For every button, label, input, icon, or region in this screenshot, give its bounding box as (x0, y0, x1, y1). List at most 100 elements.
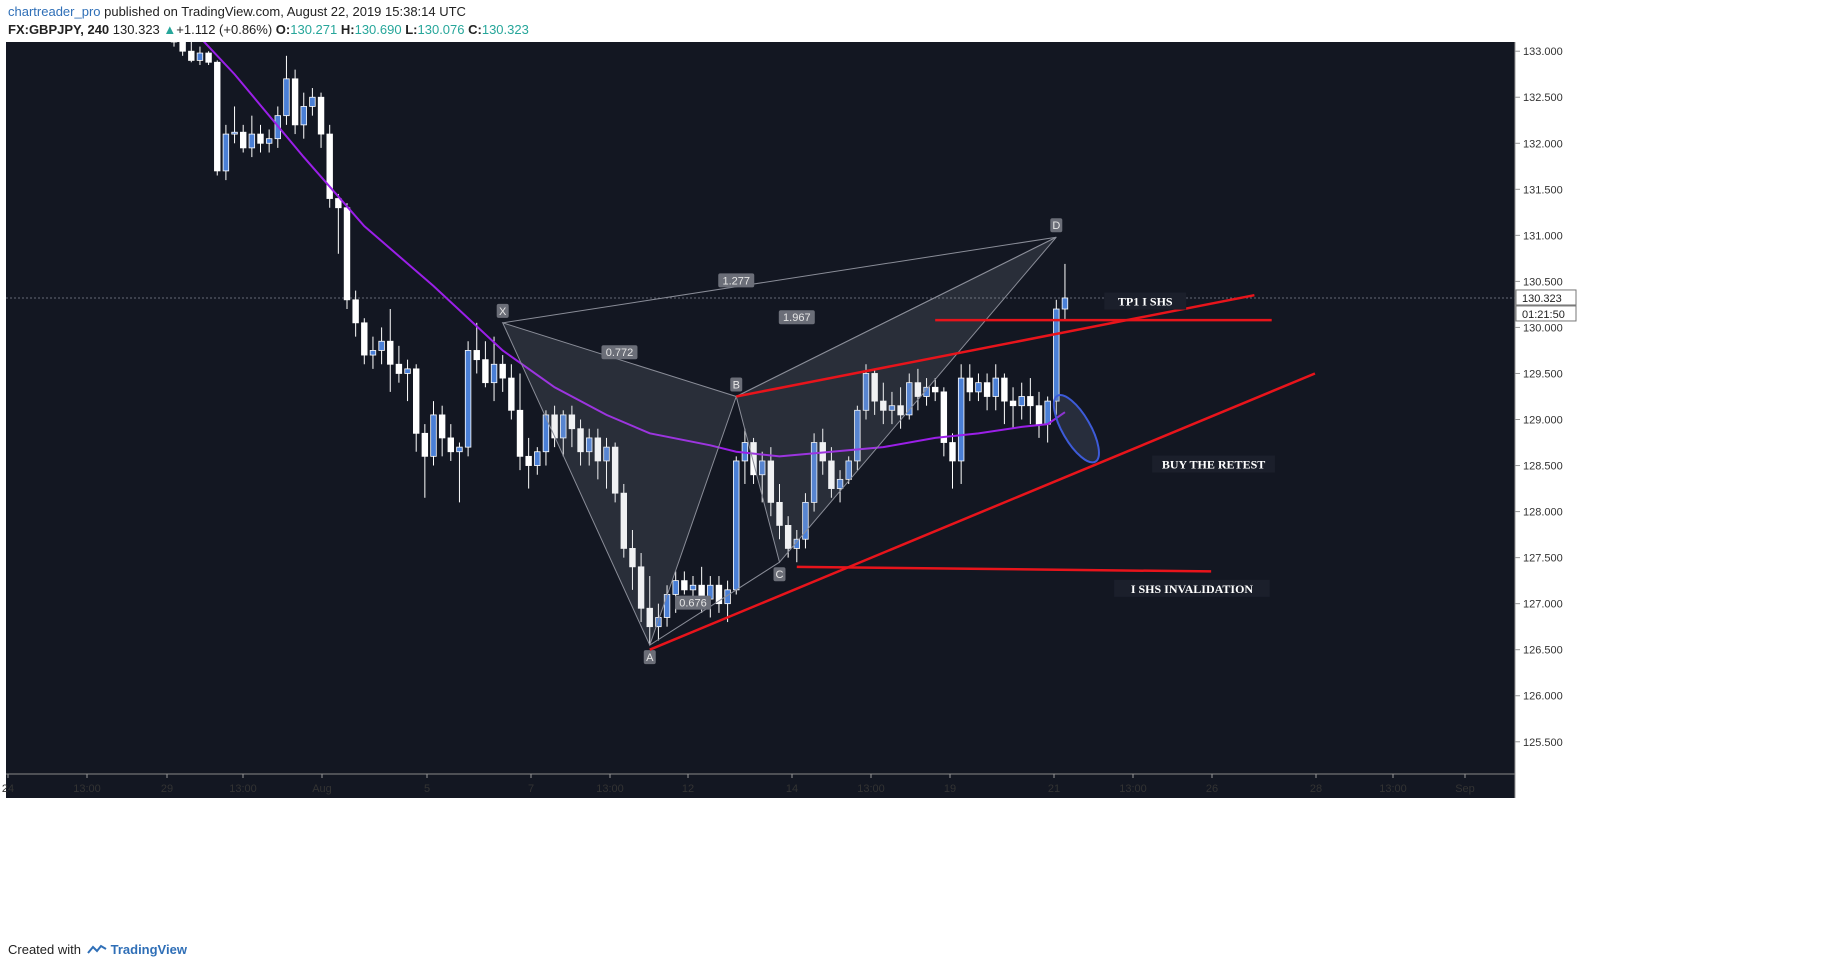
x-tick-label: 13:00 (1119, 783, 1147, 795)
candle (715, 576, 723, 613)
trendline (736, 293, 1255, 398)
candle-body (906, 382, 913, 416)
annotation: TP1 I SHS (1104, 292, 1187, 310)
candle (906, 373, 913, 420)
candle-body (222, 133, 230, 172)
x-tick-label: 5 (424, 783, 430, 795)
candle-body (611, 446, 619, 494)
trendline (796, 565, 1212, 573)
candle-body (205, 52, 212, 63)
ratio-label-bg (675, 595, 711, 610)
candle-body (516, 409, 524, 457)
pattern-point-c: C (773, 567, 786, 582)
countdown-label-bg (1515, 305, 1577, 322)
candle (534, 447, 541, 475)
candle-body (525, 455, 532, 466)
candle (776, 483, 783, 540)
chart-frame[interactable]: 133.000 132.500 132.000 131.500 131.000 130.5… (0, 42, 1828, 932)
candle-body (239, 131, 247, 149)
point-label-text: C (776, 569, 784, 581)
countdown-label: 01:21:50 (1522, 309, 1565, 321)
candle (949, 433, 956, 489)
pattern-triangle (501, 322, 737, 647)
candle-body (1044, 400, 1051, 425)
x-tick-label: 14 (786, 783, 798, 795)
point-label-bg (643, 650, 656, 665)
last-price-label-bg (1515, 289, 1577, 306)
candle-body (715, 584, 723, 605)
candle (456, 442, 463, 503)
candle (992, 364, 999, 411)
moving-average-line (202, 42, 1066, 458)
annotation: I SHS INVALIDATION (1114, 579, 1270, 597)
y-tick-label: 130.000 (1523, 322, 1563, 334)
candle (914, 368, 922, 411)
candle-body (620, 492, 627, 549)
candle-body (430, 414, 437, 457)
symbol-name: FX:GBPJPY, 240 (8, 22, 110, 37)
ratio-label-bg (718, 273, 755, 288)
candle-body (655, 617, 662, 628)
candle (248, 115, 256, 158)
candle-body (326, 133, 333, 199)
x-tick-label: 13:00 (857, 783, 885, 795)
candle (447, 424, 454, 461)
candle-body (343, 207, 351, 301)
candle (767, 447, 775, 517)
candle-body (231, 131, 238, 135)
ratio-label-text: 0.676 (679, 598, 707, 610)
candle (923, 378, 930, 406)
point-label-bg (1050, 218, 1063, 233)
candle (473, 322, 480, 374)
candle-body (923, 386, 930, 397)
candle (387, 309, 394, 392)
candle-body (447, 437, 454, 453)
candle-body (802, 501, 809, 540)
chart-header: chartreader_pro published on TradingView… (0, 0, 1828, 42)
candle-body (1053, 308, 1060, 402)
candle (239, 124, 247, 153)
price-chart[interactable]: 133.000 132.500 132.000 131.500 131.000 130.5… (0, 42, 1828, 932)
candle-body (733, 460, 740, 591)
price-axis (1515, 42, 1828, 798)
candle-body (1061, 297, 1069, 310)
candle (361, 318, 368, 365)
candle-body (767, 460, 775, 503)
open-label: O: (275, 22, 291, 37)
created-with: Created with TradingView (8, 942, 187, 957)
ratio-label: 1.967 (778, 310, 815, 325)
candle-body (983, 382, 991, 397)
high-value: 130.690 (354, 22, 402, 37)
candle (810, 433, 818, 512)
last-price: 130.323 (112, 22, 160, 37)
y-tick-label: 132.500 (1523, 92, 1563, 104)
author-link[interactable]: chartreader_pro (8, 4, 101, 19)
x-tick-label: 24 (2, 783, 14, 795)
chart-footer: Created with TradingView (0, 932, 1828, 968)
candle-body (335, 198, 342, 209)
candle-body (257, 133, 264, 144)
candle-body (888, 405, 896, 411)
candle-body (784, 524, 792, 549)
candle-body (283, 78, 290, 117)
candle (629, 530, 636, 590)
candle-body (793, 538, 800, 549)
candle-body (966, 377, 973, 393)
candle-body (352, 299, 359, 324)
ratio-label: 1.277 (718, 273, 755, 288)
candle (784, 516, 792, 558)
candle (283, 55, 290, 125)
x-tick-label: 12 (682, 783, 694, 795)
plot-area (6, 42, 1515, 798)
candle (620, 483, 627, 558)
tradingview-brand-link[interactable]: TradingView (110, 942, 187, 957)
candle (594, 428, 602, 480)
candle-body (421, 432, 429, 457)
candle-body (957, 377, 965, 462)
candles (170, 42, 1069, 646)
point-label-bg (773, 567, 786, 582)
candle-body (568, 414, 576, 430)
candle-body (542, 414, 550, 453)
ratio-label-bg (778, 310, 815, 325)
candle (888, 391, 896, 425)
